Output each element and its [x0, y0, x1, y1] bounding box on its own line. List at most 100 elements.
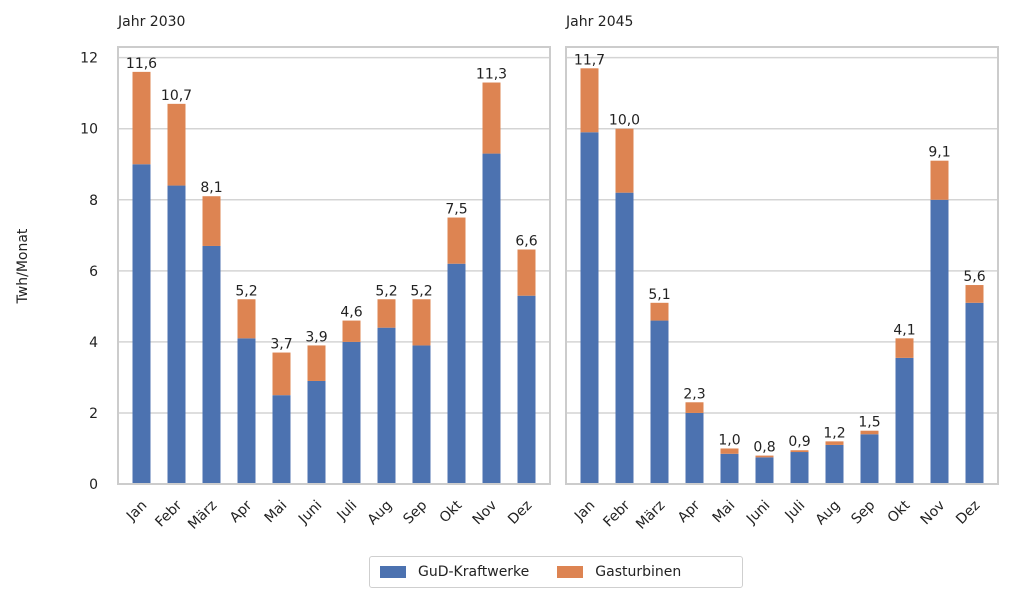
panel-2-bar-gasturbinen-Mai — [720, 448, 739, 454]
panel-1-total-label-Aug: 5,2 — [375, 283, 397, 299]
panel-1-bar-gasturbinen-Juni — [307, 345, 326, 381]
panel-2-bar-gud-Juli — [790, 452, 809, 484]
panel-2-bar-gasturbinen-Okt — [895, 338, 914, 358]
panel-2-bar-gud-März — [650, 320, 669, 484]
panel-2-x-tick-label-Aug: Aug — [813, 498, 844, 529]
panel-2-bar-gud-Dez — [965, 302, 984, 484]
panel-1-x-tick-label-Febr: Febr — [152, 497, 185, 530]
panel-2-x-tick-label-Okt: Okt — [885, 497, 914, 526]
panel-1-bar-gasturbinen-Nov — [482, 82, 501, 154]
panel-2-bar-gud-Nov — [930, 199, 949, 485]
panel-1-bar-gud-Nov — [482, 153, 501, 484]
panel-1-total-label-Jan: 11,6 — [126, 56, 157, 72]
panel-1-bar-gasturbinen-Mai — [272, 352, 291, 396]
panel-1-bar-gasturbinen-Jan — [132, 71, 151, 165]
panel-2-title: Jahr 2045 — [565, 14, 633, 30]
panel-2-total-label-Dez: 5,6 — [963, 269, 985, 285]
panel-1-x-tick-label-Juni: Juni — [295, 498, 325, 528]
legend-item-gud: GuD-Kraftwerke — [380, 564, 529, 580]
panel-1-bar-gasturbinen-Sep — [412, 299, 431, 346]
panel-2-bar-gud-Febr — [615, 192, 634, 484]
panel-2-total-label-Apr: 2,3 — [683, 386, 705, 402]
panel-2-total-label-Mai: 1,0 — [718, 432, 740, 448]
panel-1-frame — [117, 46, 551, 485]
panel-2-x-tick-label-Dez: Dez — [953, 498, 983, 528]
y-tick-label-12: 12 — [80, 51, 98, 67]
panel-1-x-tick-label-Dez: Dez — [505, 498, 535, 528]
panel-1-bar-gud-Okt — [447, 263, 466, 484]
y-tick-label-8: 8 — [89, 193, 98, 209]
y-tick-label-4: 4 — [89, 335, 98, 351]
panel-1-bar-gud-Juli — [342, 341, 361, 484]
chart-legend: GuD-Kraftwerke Gasturbinen — [369, 556, 743, 588]
panel-1-total-label-Febr: 10,7 — [161, 88, 192, 104]
panel-1-bar-gasturbinen-Okt — [447, 217, 466, 264]
legend-swatch-gasturbinen — [557, 566, 584, 578]
panel-1-bar-gud-Juni — [307, 380, 326, 484]
panel-2-total-label-Febr: 10,0 — [609, 113, 640, 129]
panel-2-bar-gasturbinen-Febr — [615, 128, 634, 193]
panel-1-bar-gud-Aug — [377, 327, 396, 484]
panel-2-total-label-Okt: 4,1 — [893, 322, 915, 338]
panel-1-x-tick-label-Apr: Apr — [227, 497, 256, 526]
panel-1-x-tick-label-Nov: Nov — [470, 498, 501, 529]
y-tick-label-10: 10 — [80, 122, 98, 138]
panel-1-x-tick-label-Sep: Sep — [400, 497, 430, 527]
y-tick-label-6: 6 — [89, 264, 98, 280]
panel-1-x-tick-label-Juli: Juli — [334, 498, 361, 525]
panel-2-total-label-Juni: 0,8 — [753, 440, 775, 456]
panel-1-x-tick-label-Okt: Okt — [437, 497, 466, 526]
panel-2-bar-gud-Juni — [755, 457, 774, 484]
panel-1-bar-gud-Jan — [132, 164, 151, 484]
panel-2-bar-gasturbinen-Sep — [860, 430, 879, 435]
panel-2-bar-gasturbinen-Juni — [755, 455, 774, 458]
panel-2-bar-gud-Jan — [580, 132, 599, 484]
panel-2-bar-gud-Apr — [685, 412, 704, 484]
panel-1-title: Jahr 2030 — [117, 14, 185, 30]
panel-2-bar-gasturbinen-Apr — [685, 402, 704, 413]
panel-1-total-label-Dez: 6,6 — [515, 234, 537, 250]
panel-2-bar-gasturbinen-Dez — [965, 285, 984, 303]
panel-1-x-tick-label-Mai: Mai — [262, 498, 291, 527]
panel-1-total-label-März: 8,1 — [200, 180, 222, 196]
panel-1-bar-gasturbinen-Juli — [342, 320, 361, 342]
panel-2-total-label-Juli: 0,9 — [788, 434, 810, 450]
panel-1-bar-gud-März — [202, 245, 221, 484]
panel-1-total-label-Juni: 3,9 — [305, 329, 327, 345]
panel-1-bar-gud-Dez — [517, 295, 536, 484]
panel-2-x-tick-label-März: März — [633, 498, 668, 533]
panel-1-bar-gasturbinen-Aug — [377, 299, 396, 328]
panel-1-bar-gasturbinen-Dez — [517, 249, 536, 296]
panel-2-x-tick-label-Juni: Juni — [743, 498, 773, 528]
y-axis-label: Twh/Monat — [15, 228, 31, 304]
panel-2-bar-gud-Sep — [860, 434, 879, 484]
panel-2-bar-gud-Mai — [720, 453, 739, 484]
panel-1-total-label-Okt: 7,5 — [445, 202, 467, 218]
panel-2-total-label-Aug: 1,2 — [823, 425, 845, 441]
panel-2-x-tick-label-Sep: Sep — [848, 497, 878, 527]
panel-2-bar-gasturbinen-Juli — [790, 450, 809, 453]
panel-2-bar-gasturbinen-Jan — [580, 68, 599, 133]
panel-1-bar-gasturbinen-Apr — [237, 299, 256, 339]
panel-2-bar-gasturbinen-März — [650, 302, 669, 321]
panel-2-x-tick-label-Mai: Mai — [710, 498, 739, 527]
panel-2-total-label-Nov: 9,1 — [928, 145, 950, 161]
panel-2-x-tick-label-Jan: Jan — [571, 498, 598, 525]
panel-2-x-tick-label-Juli: Juli — [782, 498, 809, 525]
panel-2-total-label-März: 5,1 — [648, 287, 670, 303]
panel-1-total-label-Nov: 11,3 — [476, 67, 507, 83]
panel-1-total-label-Apr: 5,2 — [235, 283, 257, 299]
panel-2-bar-gasturbinen-Nov — [930, 160, 949, 200]
panel-1-bar-gud-Sep — [412, 345, 431, 484]
panel-1-total-label-Mai: 3,7 — [270, 337, 292, 353]
y-tick-label-0: 0 — [89, 477, 98, 493]
legend-label-gud: GuD-Kraftwerke — [418, 564, 530, 580]
panel-1-bar-gasturbinen-März — [202, 196, 221, 246]
panel-1-bar-gasturbinen-Febr — [167, 103, 186, 186]
panel-2-x-tick-label-Febr: Febr — [600, 497, 633, 530]
panel-1-x-tick-label-Aug: Aug — [365, 498, 396, 529]
panel-2-frame — [565, 46, 999, 485]
panel-2-total-label-Sep: 1,5 — [858, 415, 880, 431]
panel-1-x-tick-label-März: März — [185, 498, 220, 533]
